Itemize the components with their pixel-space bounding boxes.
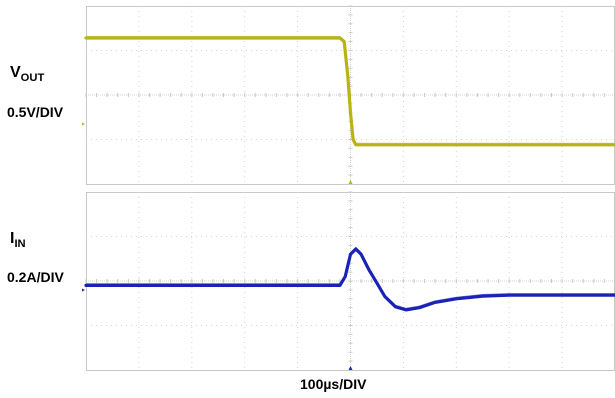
vout-label: VOUT	[10, 64, 45, 84]
iin-trace-noise	[86, 246, 615, 309]
trigger-position-marker	[348, 180, 353, 184]
chart-marks: ▸▸	[82, 35, 615, 370]
trigger-position-marker	[348, 366, 353, 370]
iin-grid	[85, 191, 615, 371]
time-scale-label: 100µs/DIV	[300, 376, 367, 392]
vout-scale-label: 0.5V/DIV	[7, 104, 64, 120]
iin-scale-label: 0.2A/DIV	[7, 269, 64, 285]
iin-label: IIN	[10, 230, 26, 250]
channel-marker: ▸	[82, 287, 85, 294]
channel-marker: ▸	[82, 120, 85, 127]
vout-trace-noise	[86, 35, 615, 144]
